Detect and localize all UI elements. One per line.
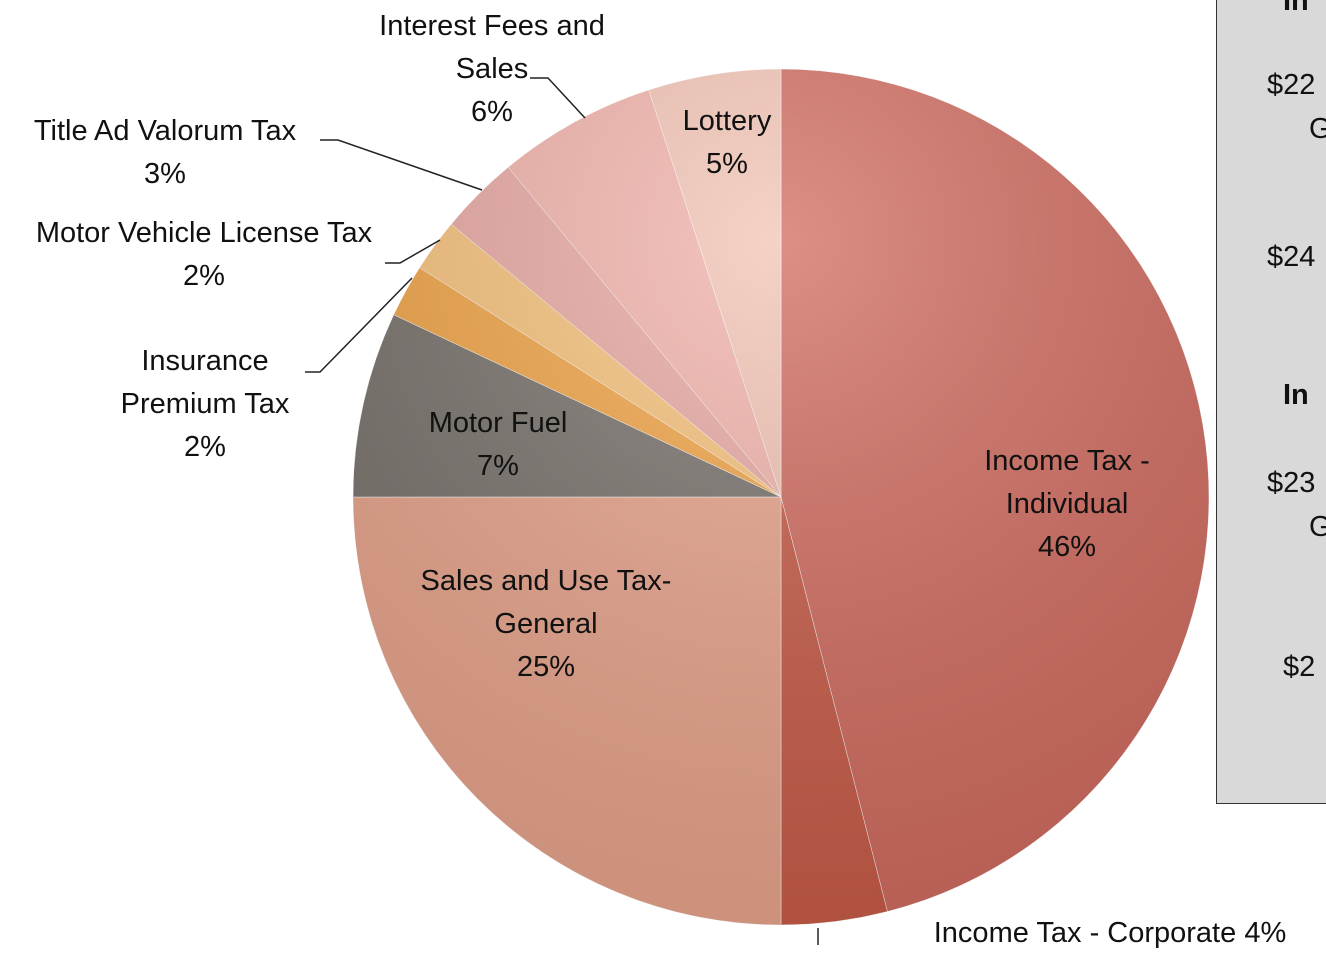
category-label: Motor Vehicle License Tax bbox=[35, 217, 373, 249]
slice-label: Income Tax - Individual 46% bbox=[967, 440, 1167, 569]
category-label: Sales and Use Tax-General bbox=[420, 565, 672, 640]
panel-text: $24 bbox=[1267, 241, 1316, 273]
value-label: 7% bbox=[477, 450, 519, 482]
side-panel: In $22 G $24 In $23 G $2 bbox=[1216, 0, 1326, 804]
slice-label: Sales and Use Tax-General 25% bbox=[396, 560, 696, 689]
panel-text: G bbox=[1309, 511, 1326, 544]
value-label: 3% bbox=[144, 158, 186, 190]
leader-line bbox=[320, 139, 483, 191]
category-label: Title Ad Valorum Tax bbox=[33, 115, 297, 147]
category-label: Income Tax - Individual bbox=[984, 445, 1150, 520]
value-label: 4% bbox=[1244, 917, 1287, 949]
category-label: Motor Fuel bbox=[428, 407, 568, 439]
slice-label: Motor Vehicle License Tax 2% bbox=[0, 212, 414, 298]
category-label: Insurance Premium Tax bbox=[120, 345, 290, 420]
leader-line bbox=[530, 77, 586, 119]
slice-label: Motor Fuel 7% bbox=[398, 402, 598, 488]
slice-label: Title Ad Valorum Tax 3% bbox=[0, 110, 330, 196]
slice-label: Income Tax - Corporate 4% bbox=[900, 912, 1320, 955]
leader-line bbox=[305, 277, 413, 373]
panel-text: In bbox=[1283, 379, 1309, 411]
panel-text: G bbox=[1309, 113, 1326, 146]
panel-text: $22 bbox=[1267, 69, 1316, 101]
value-label: 6% bbox=[471, 96, 513, 128]
slice-label: Interest Fees and Sales 6% bbox=[352, 5, 632, 134]
panel-text: $23 bbox=[1267, 467, 1316, 499]
value-label: 2% bbox=[183, 260, 225, 292]
slice-label: Insurance Premium Tax 2% bbox=[105, 340, 305, 469]
value-label: 5% bbox=[706, 148, 748, 180]
shading bbox=[353, 69, 1209, 925]
value-label: 2% bbox=[184, 431, 226, 463]
category-label: Income Tax - Corporate bbox=[933, 917, 1237, 949]
panel-text: In bbox=[1283, 0, 1309, 17]
value-label: 25% bbox=[516, 651, 576, 683]
panel-text: $2 bbox=[1283, 651, 1316, 683]
category-label: Interest Fees and Sales bbox=[379, 10, 605, 85]
value-label: 46% bbox=[1037, 531, 1097, 563]
slice-label: Lottery 5% bbox=[652, 100, 802, 186]
leader-line bbox=[385, 239, 441, 264]
category-label: Lottery bbox=[682, 105, 772, 137]
